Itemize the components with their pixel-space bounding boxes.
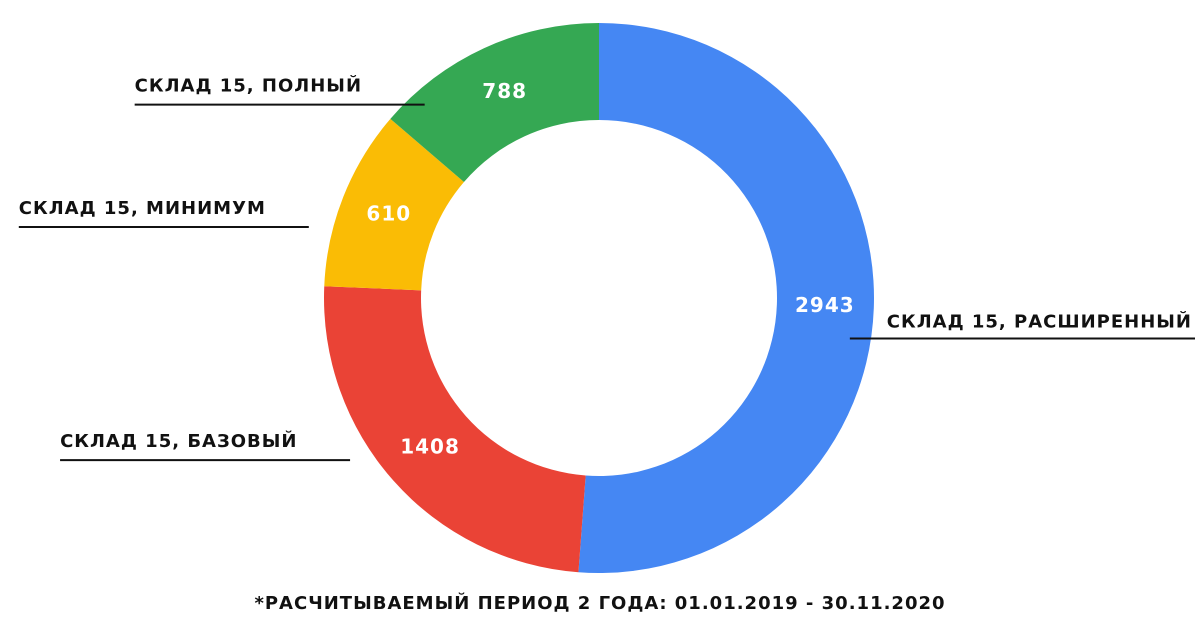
donut-slice <box>390 23 599 183</box>
category-label: СКЛАД 15, РАСШИРЕННЫЙ <box>887 310 1192 332</box>
donut-slice <box>324 286 586 573</box>
donut-slice <box>324 118 464 291</box>
value-label: 1408 <box>400 435 460 459</box>
category-label: СКЛАД 15, МИНИМУМ <box>19 198 266 219</box>
value-label: 610 <box>366 201 411 225</box>
value-label: 788 <box>482 79 527 103</box>
value-label: 2943 <box>795 293 855 317</box>
donut-slice <box>578 23 874 574</box>
footnote: *РАСЧИТЫВАЕМЫЙ ПЕРИОД 2 ГОДА: 01.01.2019… <box>254 592 945 614</box>
category-label: СКЛАД 15, ПОЛНЫЙ <box>135 75 362 97</box>
category-label: СКЛАД 15, БАЗОВЫЙ <box>60 430 297 452</box>
